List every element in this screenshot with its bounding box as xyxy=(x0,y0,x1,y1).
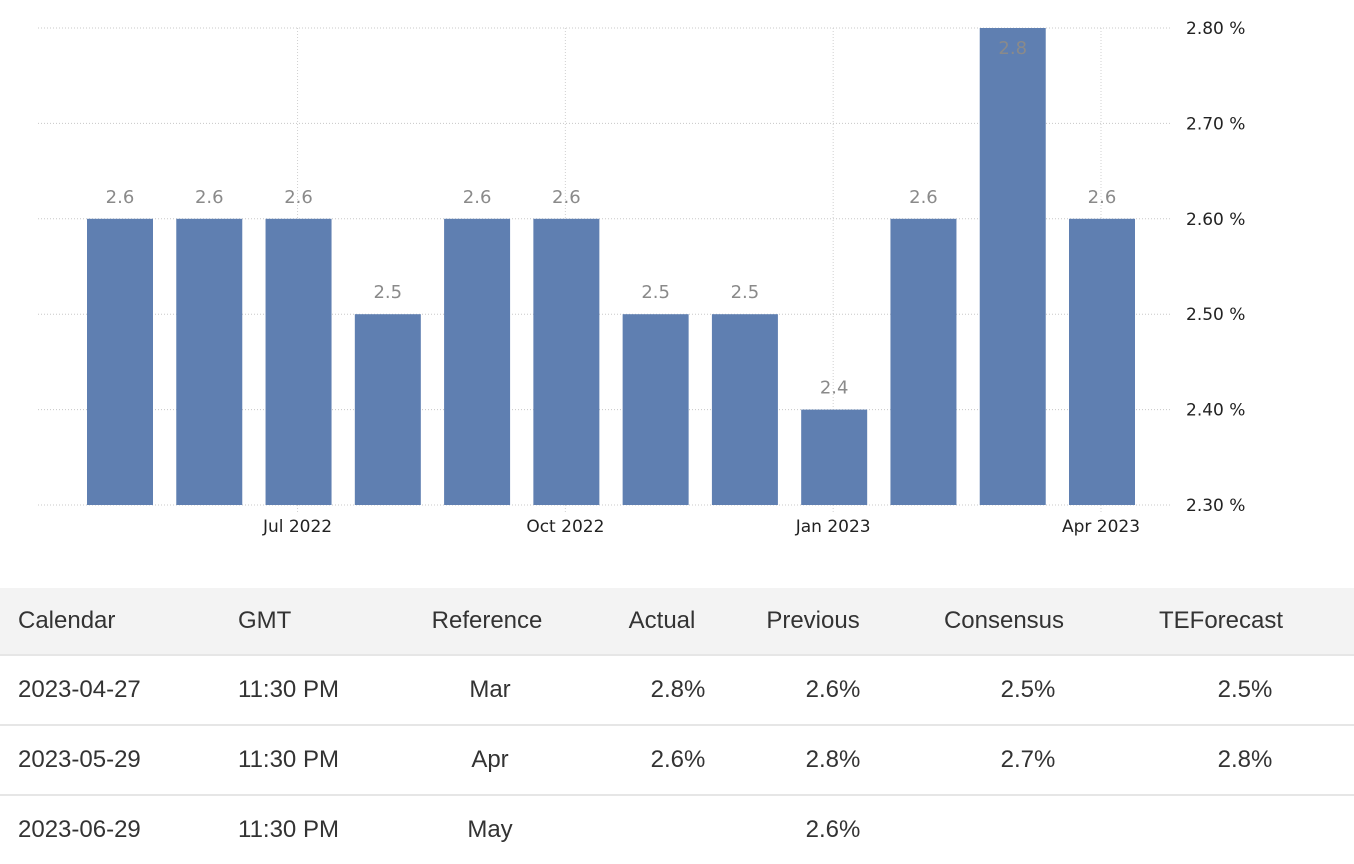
cell-calendar: 2023-06-29 xyxy=(18,816,141,843)
data-label: 2.6 xyxy=(284,187,313,208)
cell-gmt: 11:30 PM xyxy=(238,676,339,703)
cell-consensus: 2.7% xyxy=(1000,746,1056,773)
data-label: 2.5 xyxy=(641,282,670,303)
cell-gmt: 11:30 PM xyxy=(238,816,339,843)
data-label: 2.6 xyxy=(195,187,224,208)
bar xyxy=(265,218,332,506)
bar xyxy=(890,218,957,506)
cell-reference: Apr xyxy=(471,746,509,773)
cell-reference: May xyxy=(467,816,513,843)
cell-teforecast: 2.5% xyxy=(1217,676,1273,703)
header-actual: Actual xyxy=(628,607,696,634)
data-label: 2.8 xyxy=(998,38,1027,59)
y-tick-label: 2.70 % xyxy=(1186,114,1245,134)
y-tick-label: 2.50 % xyxy=(1186,305,1245,325)
bar xyxy=(87,218,153,506)
y-tick-label: 2.30 % xyxy=(1186,496,1245,516)
cell-calendar: 2023-05-29 xyxy=(18,746,141,773)
cell-teforecast: 2.8% xyxy=(1217,746,1273,773)
bar xyxy=(979,28,1046,505)
data-label: 2.6 xyxy=(909,187,938,208)
x-tick-label: Jul 2022 xyxy=(262,517,332,537)
cell-reference: Mar xyxy=(469,676,511,703)
y-tick-label: 2.80 % xyxy=(1186,19,1245,39)
data-label: 2.4 xyxy=(820,378,849,399)
table-header: Calendar GMT Reference Actual Previous C… xyxy=(0,588,1354,656)
calendar-table: Calendar GMT Reference Actual Previous C… xyxy=(0,588,1354,864)
table-row: 2023-05-29 11:30 PM Apr 2.6% 2.8% 2.7% 2… xyxy=(0,726,1354,796)
data-label: 2.5 xyxy=(731,282,760,303)
bar xyxy=(1069,218,1135,506)
bar-chart: 2.30 % 2.40 % 2.50 % 2.60 % 2.70 % 2.80 % Jul … xyxy=(38,19,1245,537)
cell-consensus: 2.5% xyxy=(1000,676,1056,703)
data-label: 2.6 xyxy=(106,187,135,208)
x-tick-label: Apr 2023 xyxy=(1062,517,1140,537)
cell-calendar: 2023-04-27 xyxy=(18,676,141,703)
header-gmt: GMT xyxy=(238,607,292,634)
bar xyxy=(533,218,600,506)
cell-previous: 2.6% xyxy=(805,676,861,703)
header-consensus: Consensus xyxy=(943,607,1065,634)
header-calendar: Calendar xyxy=(18,607,116,634)
data-label: 2.5 xyxy=(373,282,402,303)
data-label: 2.6 xyxy=(1088,187,1117,208)
header-teforecast: TEForecast xyxy=(1158,607,1284,634)
data-label: 2.6 xyxy=(463,187,492,208)
bar xyxy=(801,409,868,505)
cell-actual: 2.6% xyxy=(650,746,706,773)
y-tick-label: 2.40 % xyxy=(1186,401,1245,421)
x-tick-label: Oct 2022 xyxy=(526,517,604,537)
data-label: 2.6 xyxy=(552,187,581,208)
table-row: 2023-06-29 11:30 PM May 2.6% xyxy=(0,796,1354,864)
x-tick-label: Jan 2023 xyxy=(795,517,871,537)
bar xyxy=(711,314,778,505)
header-previous: Previous xyxy=(766,607,860,634)
bar xyxy=(176,218,243,506)
cell-previous: 2.8% xyxy=(805,746,861,773)
cell-gmt: 11:30 PM xyxy=(238,746,339,773)
bar xyxy=(622,314,689,505)
header-reference: Reference xyxy=(431,607,543,634)
bar xyxy=(354,314,421,505)
cell-actual: 2.8% xyxy=(650,676,706,703)
table-row: 2023-04-27 11:30 PM Mar 2.8% 2.6% 2.5% 2… xyxy=(0,656,1354,726)
y-tick-label: 2.60 % xyxy=(1186,210,1245,230)
bar xyxy=(444,218,511,506)
cell-previous: 2.6% xyxy=(805,816,861,843)
